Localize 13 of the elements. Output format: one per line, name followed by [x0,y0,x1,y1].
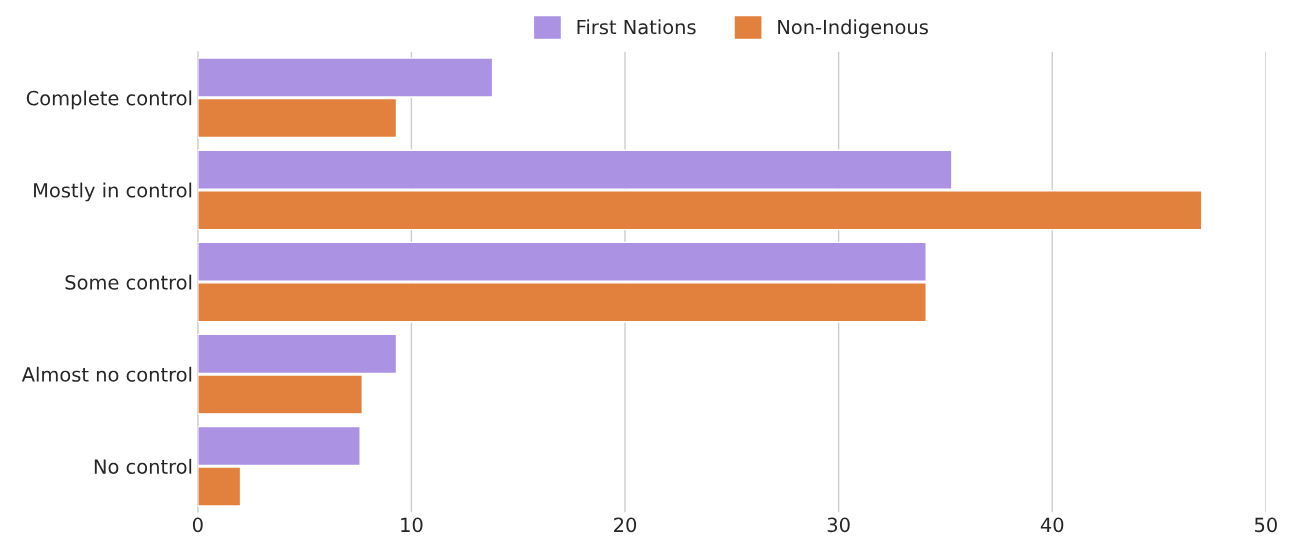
x-tick-label: 10 [401,517,423,533]
x-tick-label: 20 [614,517,637,533]
legend-label: First Nations [577,19,696,35]
x-tick-label: 0 [192,517,203,533]
x-tick-label: 50 [1254,517,1277,533]
y-tick-label: Complete control [26,90,192,110]
x-tick-label: 40 [1040,517,1064,533]
legend-label: Non-Indigenous [778,19,928,39]
y-tick-label: No control [94,458,192,474]
y-tick-label: Almost no control [21,366,192,382]
x-tick-label: 30 [827,517,850,533]
y-tick-label: Some control [65,274,192,290]
y-tick-label: Mostly in control [34,182,192,202]
